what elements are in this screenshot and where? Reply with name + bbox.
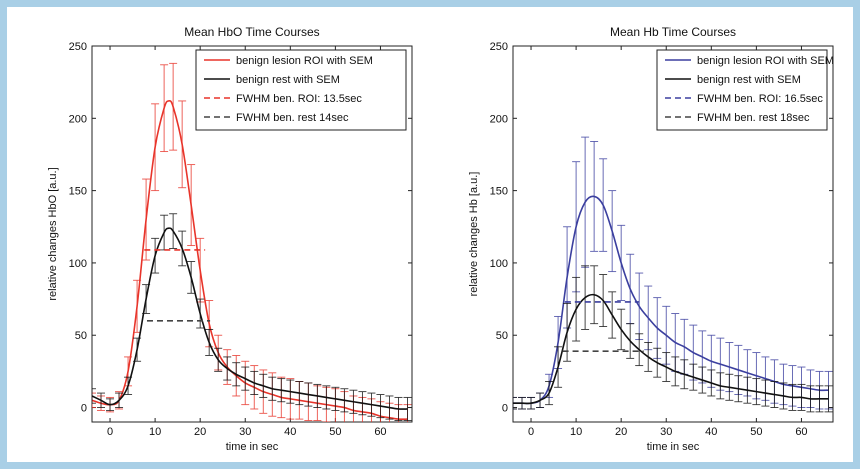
x-tick-label: 20 [615,426,627,438]
x-tick-label: 50 [329,426,341,438]
chart-title: Mean Hb Time Courses [610,25,736,39]
legend-entry: FWHM ben. rest 18sec [697,112,810,124]
x-tick-label: 0 [107,426,113,438]
series-layer [513,136,833,413]
chart-title: Mean HbO Time Courses [184,25,319,39]
y-tick-label: 150 [69,186,87,198]
error-bar [513,396,517,410]
legend-entry: benign rest with SEM [697,74,801,86]
x-tick-label: 0 [528,426,534,438]
chart-panel-2: Mean Hb Time Courses 0 10 20 30 40 50 60 0 50 100 1… [468,25,834,453]
y-axis-label: relative changes HbO [a.u.] [47,167,59,300]
y-tick-label: 200 [69,113,87,125]
y-tick-label: 100 [69,258,87,270]
error-bar [92,392,96,408]
x-tick-label: 20 [194,426,206,438]
x-tick-label: 10 [149,426,161,438]
series-2 [513,265,833,413]
y-tick-label: 200 [490,113,508,125]
legend-entry: benign lesion ROI with SEM [697,55,834,67]
x-tick-label: 40 [705,426,717,438]
x-tick-label: 10 [570,426,582,438]
legend: benign lesion ROI with SEM benign rest wi… [195,49,407,131]
legend-entry: benign lesion ROI with SEM [236,55,373,67]
series-layer [92,62,412,422]
x-axis-label: time in sec [647,441,700,453]
legend-box [195,49,407,131]
x-tick-label: 60 [795,426,807,438]
error-bar [92,388,96,404]
x-tick-label: 30 [239,426,251,438]
y-axis-label: relative changes Hb [a.u.] [468,172,480,297]
legend-entry: FWHM ben. ROI: 16.5sec [697,93,823,105]
x-axis-label: time in sec [226,441,279,453]
y-tick-label: 250 [490,41,508,53]
y-tick-label: 250 [69,41,87,53]
x-tick-label: 50 [750,426,762,438]
y-tick-label: 50 [496,330,508,342]
x-tick-label: 60 [374,426,386,438]
legend-entry: FWHM ben. rest 14sec [236,112,349,124]
y-tick-label: 150 [490,186,508,198]
y-tick-label: 100 [490,258,508,270]
chart-panel-1: Mean HbO Time Courses 0 10 20 30 40 50 60 0 50 100… [47,25,413,453]
x-tick-label: 40 [284,426,296,438]
series-2 [92,213,412,422]
series-line [513,293,829,405]
legend: benign lesion ROI with SEM benign rest wi… [656,49,834,131]
y-tick-label: 0 [81,403,87,415]
series-line [92,227,408,410]
y-tick-label: 0 [502,403,508,415]
y-tick-label: 50 [75,330,87,342]
legend-entry: benign rest with SEM [236,74,340,86]
x-tick-label: 30 [660,426,672,438]
legend-entry: FWHM ben. ROI: 13.5sec [236,93,362,105]
